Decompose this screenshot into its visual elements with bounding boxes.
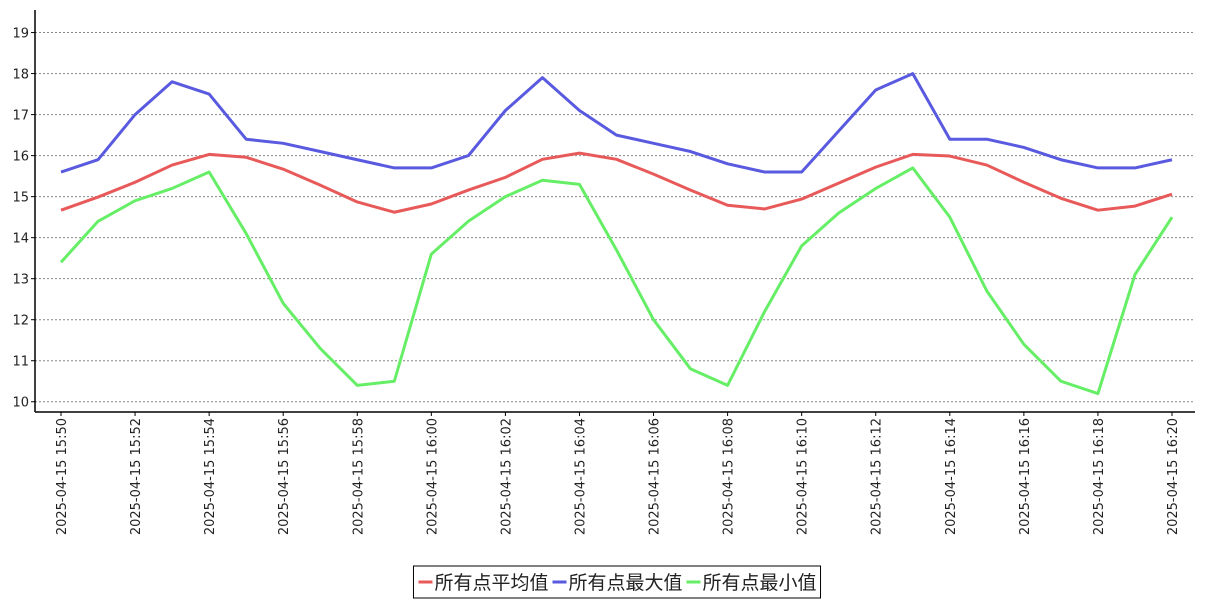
x-tick-label: 2025-04-15 16:02 xyxy=(499,418,514,535)
series-line xyxy=(60,72,1173,174)
x-tick-label: 2025-04-15 16:20 xyxy=(1166,418,1181,535)
y-tick-label: 15 xyxy=(12,191,29,206)
x-tick-label: 2025-04-15 16:10 xyxy=(796,418,811,535)
x-tick-label: 2025-04-15 16:18 xyxy=(1092,418,1107,535)
y-tick-label: 17 xyxy=(12,109,29,124)
y-tick-label: 10 xyxy=(12,396,29,411)
legend-box xyxy=(412,565,822,599)
legend-label: 所有点平均值 xyxy=(434,572,548,594)
legend-label: 所有点最大值 xyxy=(568,572,682,594)
x-tick-label: 2025-04-15 16:14 xyxy=(944,418,959,535)
y-tick-label: 13 xyxy=(12,273,29,288)
x-tick-label: 2025-04-15 16:04 xyxy=(573,418,588,535)
x-tick-label: 2025-04-15 16:00 xyxy=(425,418,440,535)
x-tick-label: 2025-04-15 16:12 xyxy=(870,418,885,535)
x-tick-label: 2025-04-15 16:08 xyxy=(722,418,737,535)
y-tick-label: 16 xyxy=(12,150,29,165)
series-line xyxy=(59,166,1174,396)
x-tick-label: 2025-04-15 15:54 xyxy=(203,418,218,535)
y-tick-label: 19 xyxy=(12,27,29,42)
x-tick-label: 2025-04-15 15:52 xyxy=(129,418,144,535)
x-tick-label: 2025-04-15 15:58 xyxy=(351,418,366,535)
y-tick-label: 11 xyxy=(12,355,29,370)
x-tick-label: 2025-04-15 16:06 xyxy=(648,418,663,535)
series-line xyxy=(60,151,1173,214)
x-tick-label: 2025-04-15 15:50 xyxy=(55,418,70,535)
y-tick-label: 18 xyxy=(12,68,29,83)
x-tick-label: 2025-04-15 15:56 xyxy=(277,418,292,535)
y-tick-label: 12 xyxy=(12,314,29,329)
y-tick-label: 14 xyxy=(12,232,29,247)
legend-label: 所有点最小值 xyxy=(703,572,817,594)
x-tick-label: 2025-04-15 16:16 xyxy=(1018,418,1033,535)
legend: 所有点平均值 所有点最大值 所有点最小值 xyxy=(412,565,822,599)
